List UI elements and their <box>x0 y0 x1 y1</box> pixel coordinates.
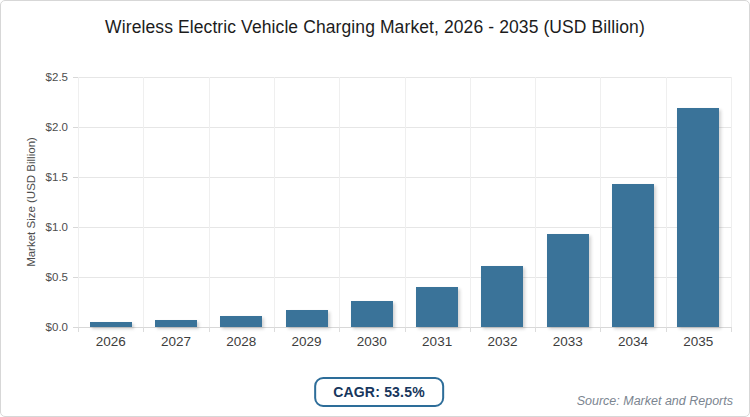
x-tick-mark <box>143 327 144 332</box>
bar-2033 <box>547 234 589 327</box>
x-tick-label: 2027 <box>141 334 211 349</box>
x-tick-mark <box>600 327 601 332</box>
v-gridline <box>535 77 536 327</box>
bar-2026 <box>90 322 132 327</box>
v-gridline <box>731 77 732 327</box>
x-tick-label: 2029 <box>272 334 342 349</box>
x-tick-mark <box>666 327 667 332</box>
y-axis-title: Market Size (USD Billion) <box>25 137 37 267</box>
bar-2035 <box>677 108 719 327</box>
x-tick-mark <box>209 327 210 332</box>
v-gridline <box>405 77 406 327</box>
x-tick-label: 2028 <box>206 334 276 349</box>
bar-2031 <box>416 287 458 327</box>
x-tick-mark <box>78 327 79 332</box>
x-tick-label: 2030 <box>337 334 407 349</box>
v-gridline <box>666 77 667 327</box>
x-tick-mark <box>405 327 406 332</box>
y-tick-label: $1.5 <box>20 170 68 184</box>
v-gridline <box>209 77 210 327</box>
bar-2034 <box>612 184 654 327</box>
v-gridline <box>143 77 144 327</box>
bar-2029 <box>286 310 328 327</box>
bar-2028 <box>220 316 262 327</box>
x-tick-mark <box>339 327 340 332</box>
x-tick-mark <box>535 327 536 332</box>
chart-card: Wireless Electric Vehicle Charging Marke… <box>0 0 750 417</box>
bar-2032 <box>481 266 523 327</box>
x-tick-mark <box>274 327 275 332</box>
cagr-badge: CAGR: 53.5% <box>314 377 444 407</box>
x-tick-mark <box>731 327 732 332</box>
y-tick-label: $2.0 <box>20 120 68 134</box>
x-tick-label: 2032 <box>467 334 537 349</box>
plot-area: $0.0$0.5$1.0$1.5$2.0$2.52026202720282029… <box>78 77 731 327</box>
x-tick-label: 2026 <box>76 334 146 349</box>
x-tick-mark <box>470 327 471 332</box>
chart-title: Wireless Electric Vehicle Charging Marke… <box>1 17 749 38</box>
x-tick-label: 2034 <box>598 334 668 349</box>
y-tick-label: $0.0 <box>20 320 68 334</box>
y-tick-label: $1.0 <box>20 220 68 234</box>
v-gridline <box>339 77 340 327</box>
bar-2030 <box>351 301 393 327</box>
x-tick-label: 2035 <box>663 334 733 349</box>
y-tick-label: $0.5 <box>20 270 68 284</box>
source-note: Source: Market and Reports <box>577 394 733 408</box>
v-gridline <box>470 77 471 327</box>
y-tick-label: $2.5 <box>20 70 68 84</box>
v-gridline <box>78 77 79 327</box>
bar-2027 <box>155 320 197 327</box>
x-tick-label: 2031 <box>402 334 472 349</box>
v-gridline <box>274 77 275 327</box>
x-tick-label: 2033 <box>533 334 603 349</box>
v-gridline <box>600 77 601 327</box>
